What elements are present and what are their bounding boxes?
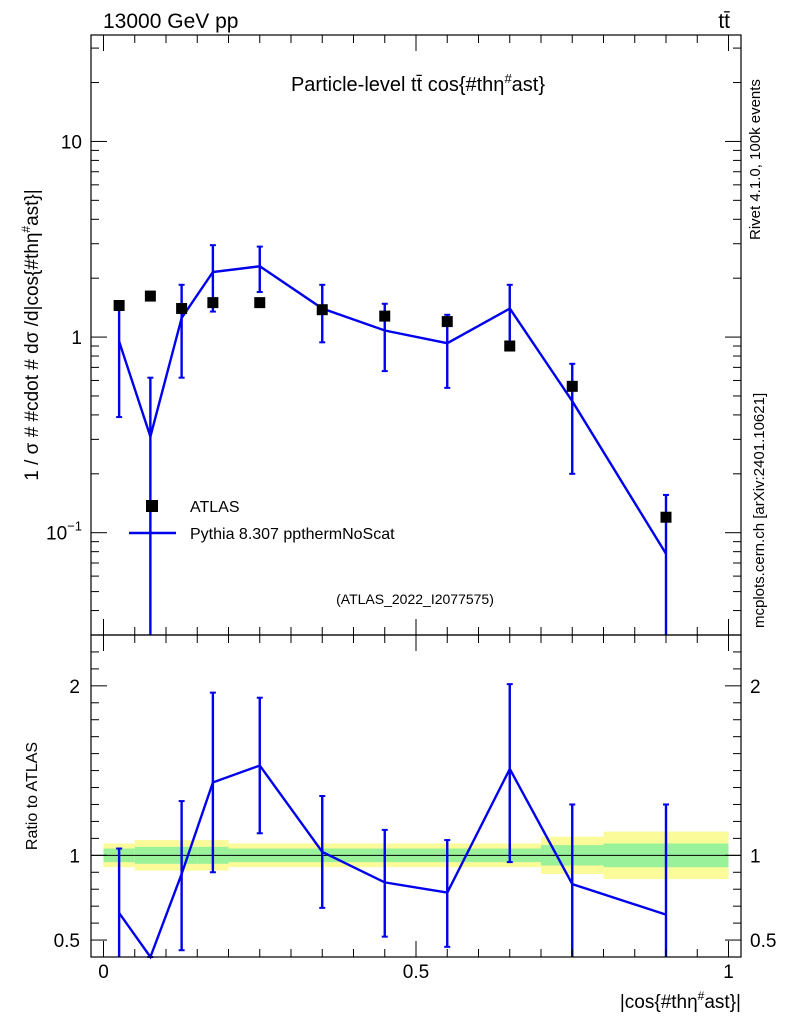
- main-frame: [90, 34, 742, 636]
- mcplots-label: mcplots.cern.ch [arXiv:2401.10621]: [751, 393, 768, 628]
- ratio-panel: 0.5 0.51 12 2 0 0.5 1 Ratio to ATLAS |cos{#th…: [24, 634, 777, 1013]
- data-point: [504, 340, 516, 352]
- ratio-y-axis-label: Ratio to ATLAS: [24, 742, 41, 850]
- data-point: [254, 297, 266, 309]
- data-point: [316, 304, 328, 316]
- x-axis-label: |cos{#thη#ast}|: [620, 989, 741, 1013]
- tick-base: 1: [71, 328, 82, 349]
- main-y-tick-label: 10: [61, 132, 82, 153]
- analysis-watermark: (ATLAS_2022_I2077575): [336, 591, 494, 607]
- data-point: [379, 310, 391, 322]
- main-y-tick-label: 1: [71, 328, 82, 349]
- legend-data-marker: [146, 500, 158, 512]
- rivet-label: Rivet 4.1.0, 100k events: [747, 79, 764, 240]
- main-ticks: [91, 35, 741, 636]
- main-y-axis-label: 1 / σ # #cdot # dσ /d|cos{#thη#ast}|: [19, 189, 43, 480]
- data-point: [660, 511, 672, 523]
- data-point: [566, 380, 578, 392]
- mc-error-bars: [116, 244, 669, 635]
- x-tick-label: 1: [723, 962, 734, 983]
- tick-base: 10: [61, 132, 82, 153]
- x-tick-label: 0.5: [403, 962, 429, 983]
- data-point: [113, 300, 125, 312]
- legend-mc-label: Pythia 8.307 ppthermNoScat: [190, 526, 395, 543]
- data-point: [144, 290, 156, 302]
- chart-title: Particle-level tt̄ cos{#thη#ast}: [291, 71, 545, 96]
- x-tick-label: 0: [98, 962, 109, 983]
- data-point: [441, 316, 453, 328]
- ratio-frame: [90, 634, 742, 958]
- ratio-ticks: [91, 634, 741, 958]
- ratio-y-tick-label-left: 1: [69, 846, 80, 867]
- ratio-y-tick-label-right: 0.5: [750, 931, 776, 952]
- tick-exponent: −1: [67, 519, 82, 534]
- ratio-y-tick-label-left: 0.5: [54, 931, 80, 952]
- legend: ATLAS Pythia 8.307 ppthermNoScat: [129, 499, 395, 543]
- x-tick-labels: 0 0.5 1: [98, 962, 734, 983]
- legend-data-label: ATLAS: [190, 499, 240, 516]
- ratio-y-tick-label-right: 2: [750, 677, 761, 698]
- ratio-y-tick-labels: 0.5 0.5 1 1 2 2: [54, 677, 777, 952]
- ratio-y-tick-label-left: 2: [69, 677, 80, 698]
- tick-base: 10: [46, 524, 67, 545]
- process-label: tt̄: [718, 10, 730, 33]
- ratio-line: [118, 764, 667, 960]
- data-points: [113, 290, 672, 523]
- main-y-tick-label: 10−1: [46, 519, 82, 545]
- data-point: [176, 302, 188, 314]
- data-point: [207, 297, 219, 309]
- ratio-y-tick-label-right: 1: [750, 846, 761, 867]
- energy-label: 13000 GeV pp: [103, 10, 238, 33]
